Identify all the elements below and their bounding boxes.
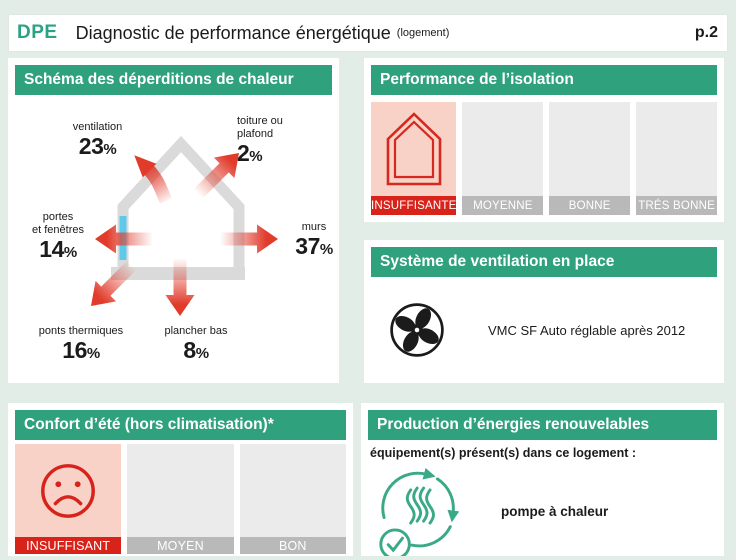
heat-loss-title: Schéma des déperditions de chaleur	[15, 65, 332, 95]
heat-loss-label-ponts-thermiques: ponts thermiques 16%	[38, 325, 124, 364]
heat-pump-icon	[379, 467, 460, 556]
comfort-level-bon: BON	[239, 444, 346, 554]
ventilation-title: Système de ventilation en place	[371, 247, 717, 277]
page-number: p.2	[694, 24, 718, 41]
sad-face-icon	[41, 463, 96, 518]
house-heat-loss-illustration	[90, 135, 278, 316]
comfort-level-label: BON	[239, 537, 346, 554]
renewables-title: Production d’énergies renouvelables	[368, 410, 717, 440]
renewables-equipment: pompe à chaleur	[501, 504, 609, 519]
insulation-scale: INSUFFISANTE MOYENNE BONNE TRÉS BONNE	[371, 102, 717, 215]
heat-loss-label-murs: murs 37%	[295, 221, 333, 260]
ventilation-description: VMC SF Auto réglable après 2012	[488, 322, 686, 338]
insulation-level-label: INSUFFISANTE	[371, 196, 457, 215]
insulation-level-label: TRÉS BONNE	[636, 196, 717, 215]
insulation-level-moyenne: MOYENNE	[462, 102, 544, 215]
heat-loss-label-plancher-bas: plancher bas 8%	[164, 325, 228, 364]
comfort-level-insuffisant: INSUFFISANT	[15, 444, 122, 554]
page-subtitle: (logement)	[396, 27, 450, 39]
comfort-level-label: INSUFFISANT	[15, 537, 122, 554]
insulation-level-tres-bonne: TRÉS BONNE	[636, 102, 717, 215]
dpe-logo: DPE	[17, 22, 58, 43]
heat-loss-label-portes-fenetres: portes et fenêtres 14%	[32, 211, 84, 263]
page-header: DPE Diagnostic de performance énergétiqu…	[8, 14, 728, 52]
heat-loss-label-toiture: toiture ou plafond 2%	[237, 115, 283, 167]
insulation-level-insuffisante: INSUFFISANTE	[371, 102, 457, 215]
summer-comfort-scale: INSUFFISANT MOYEN BON	[15, 444, 346, 554]
page-title: Diagnostic de performance énergétique	[75, 22, 391, 43]
heat-loss-diagram: ventilation 23% toiture ou plafond 2% po…	[8, 95, 339, 383]
summer-comfort-title: Confort d’été (hors climatisation)*	[15, 410, 346, 440]
red-house-icon	[386, 112, 442, 186]
insulation-title: Performance de l’isolation	[371, 65, 717, 95]
renewables-subtitle: équipement(s) présent(s) dans ce logemen…	[370, 446, 637, 460]
insulation-level-bonne: BONNE	[549, 102, 631, 215]
insulation-level-label: MOYENNE	[462, 196, 544, 215]
heat-loss-panel: Schéma des déperditions de chaleur	[8, 58, 339, 383]
insulation-level-label: BONNE	[549, 196, 631, 215]
summer-comfort-panel: Confort d’été (hors climatisation)* INSU…	[8, 403, 353, 556]
comfort-level-moyen: MOYEN	[127, 444, 234, 554]
fan-icon	[390, 303, 444, 357]
heat-loss-label-ventilation: ventilation 23%	[72, 121, 123, 160]
renewables-panel: Production d’énergies renouvelables équi…	[361, 403, 724, 556]
ventilation-panel: Système de ventilation en place VMC SF A…	[364, 240, 724, 383]
comfort-level-label: MOYEN	[127, 537, 234, 554]
insulation-panel: Performance de l’isolation INSUFFISANTE …	[364, 58, 724, 222]
